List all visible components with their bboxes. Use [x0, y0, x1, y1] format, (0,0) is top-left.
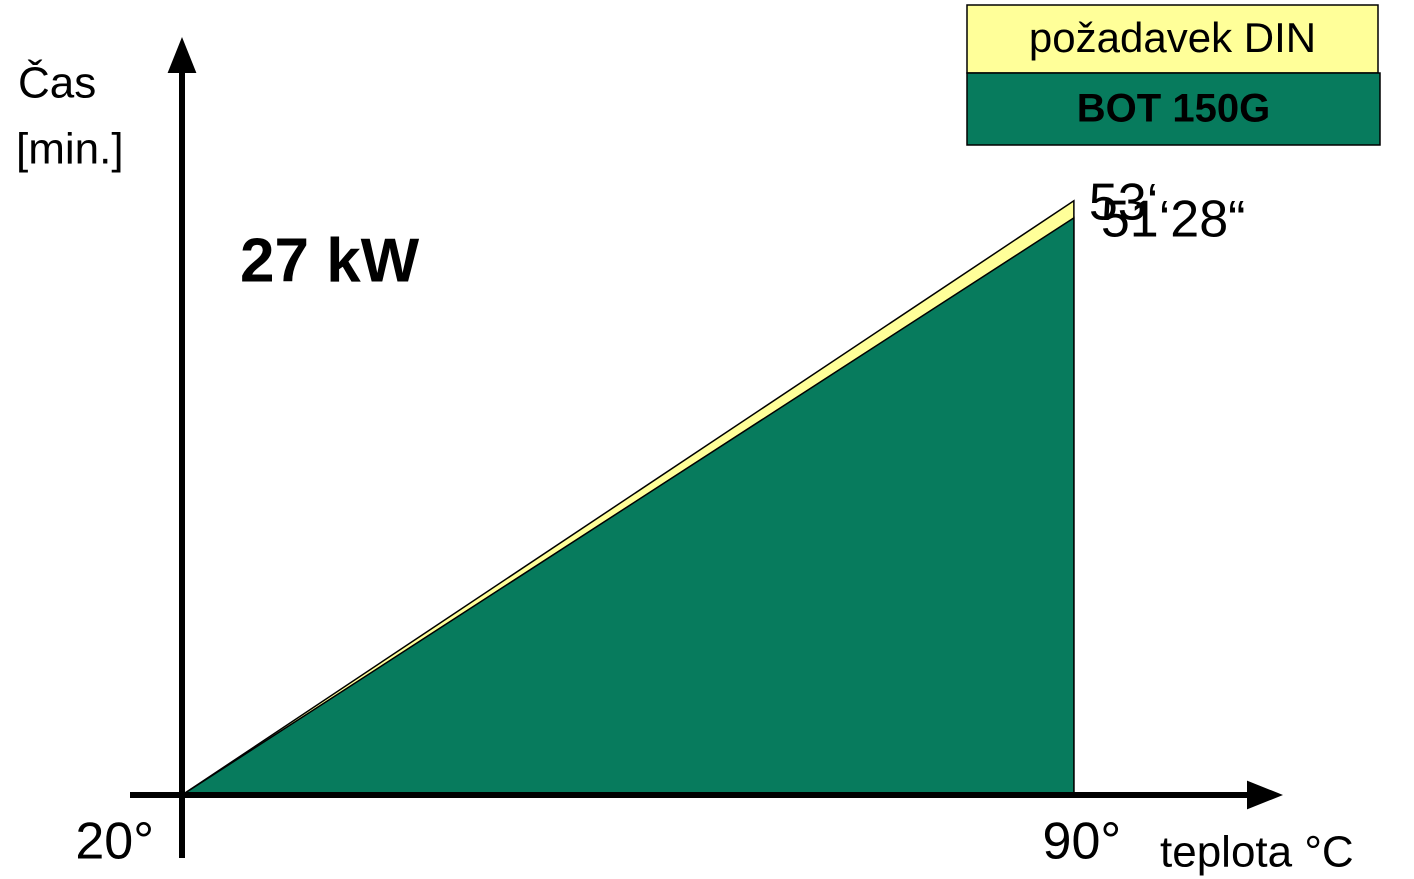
y-axis-label: Čas: [18, 58, 96, 108]
x-tick-label: 20°: [75, 813, 154, 871]
legend-label: požadavek DIN: [1029, 14, 1316, 61]
value-label: 53‘: [1089, 173, 1158, 231]
y-axis-label: [min.]: [16, 125, 124, 174]
legend-swatch: [966, 4, 1379, 74]
legend-swatch: [966, 72, 1381, 146]
legend-label: BOT 150G: [1077, 87, 1270, 131]
annotation: 27 kW: [240, 226, 420, 295]
area: [179, 216, 1075, 796]
value-label: 51‘28“: [1101, 191, 1246, 249]
x-axis-label: teplota °C: [1160, 828, 1354, 877]
x-tick-label: 90°: [1043, 813, 1122, 871]
